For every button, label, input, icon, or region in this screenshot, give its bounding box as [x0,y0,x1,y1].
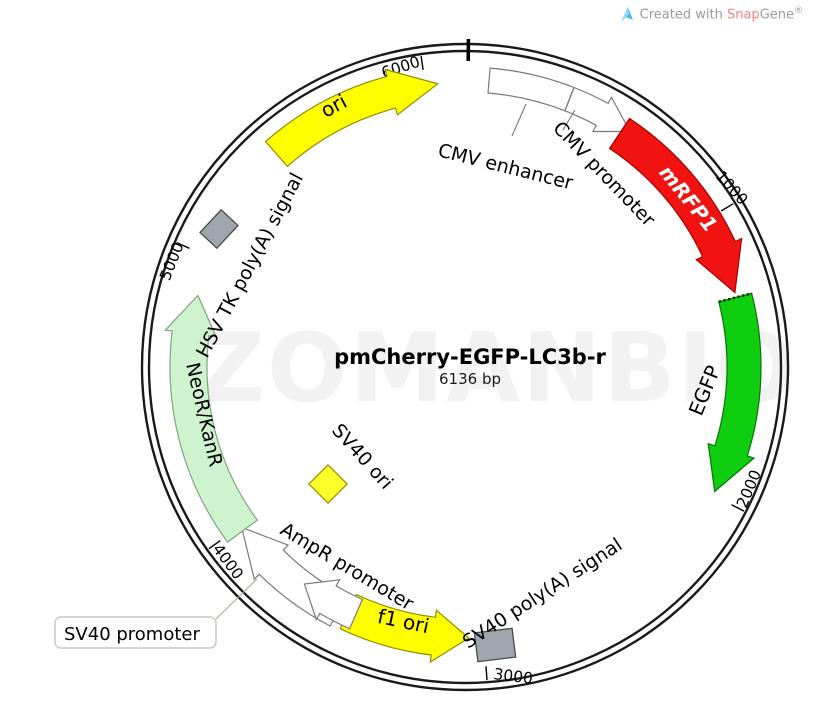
sv40-promoter-callout[interactable]: SV40 promoter [54,616,217,649]
registered-mark: ® [794,5,803,16]
plasmid-title-block: pmCherry-EGFP-LC3b-r 6136 bp [334,345,606,388]
callout-label: SV40 promoter [64,624,200,645]
feature-ori[interactable] [264,68,440,168]
tick-3000 [485,666,488,681]
cmv-enhancer-leader [511,103,527,137]
plasmid-name: pmCherry-EGFP-LC3b-r [334,345,606,369]
snapgene-logo-icon [620,6,633,22]
ring-outer [140,42,790,692]
feature-cmv-promoter[interactable] [564,86,631,133]
leader-lines [213,103,576,622]
label-sv40-polya-box: SV40 poly(A) signal [459,534,627,654]
tick-2000 [731,504,745,512]
tick-4000 [208,540,221,550]
credit-prefix: Created with [639,7,723,23]
plasmid-features [164,67,762,664]
tick-6000 [420,55,424,71]
feature-hsv-tk-polya-box[interactable] [199,208,239,250]
feature-divider [564,87,575,112]
credit-line: Created with SnapGene® [619,5,803,23]
feature-f1-ori[interactable] [339,593,470,664]
feature-sv40-ori-diamond[interactable] [307,463,349,505]
tick-label-3000: 3000 [493,665,534,688]
brand-snap: Snap [726,7,760,23]
hatched-junction [718,292,753,304]
plasmid-size: 6136 bp [439,370,501,388]
sv40-promoter-leader [213,578,258,622]
feature-cmv-enhancer[interactable] [487,67,575,112]
plasmid-backbone-ring [140,42,790,692]
label-cmv-enhancer: CMV enhancer [436,140,576,195]
feature-neor-kanr[interactable] [164,294,259,543]
brand-gene: Gene [759,7,794,23]
cmv-promoter-leader [562,109,576,131]
feature-egfp[interactable] [707,292,762,493]
tick-1000 [720,203,734,212]
feature-ampr-promoter-arrow[interactable] [303,579,364,630]
tick-label-4000: 4000 [209,541,247,583]
feature-mrfp1[interactable] [608,117,743,294]
ring-inner [147,49,783,685]
tick-label-2000: 2000 [733,467,765,510]
feature-sv40-polya-box[interactable] [473,627,517,663]
callout-box [54,616,217,649]
watermark: ZOMANBIO [196,314,798,424]
tick-5000 [176,242,190,249]
credit-text: Created with SnapGene® [640,6,803,22]
tick-label-1000: 1000 [712,167,752,208]
